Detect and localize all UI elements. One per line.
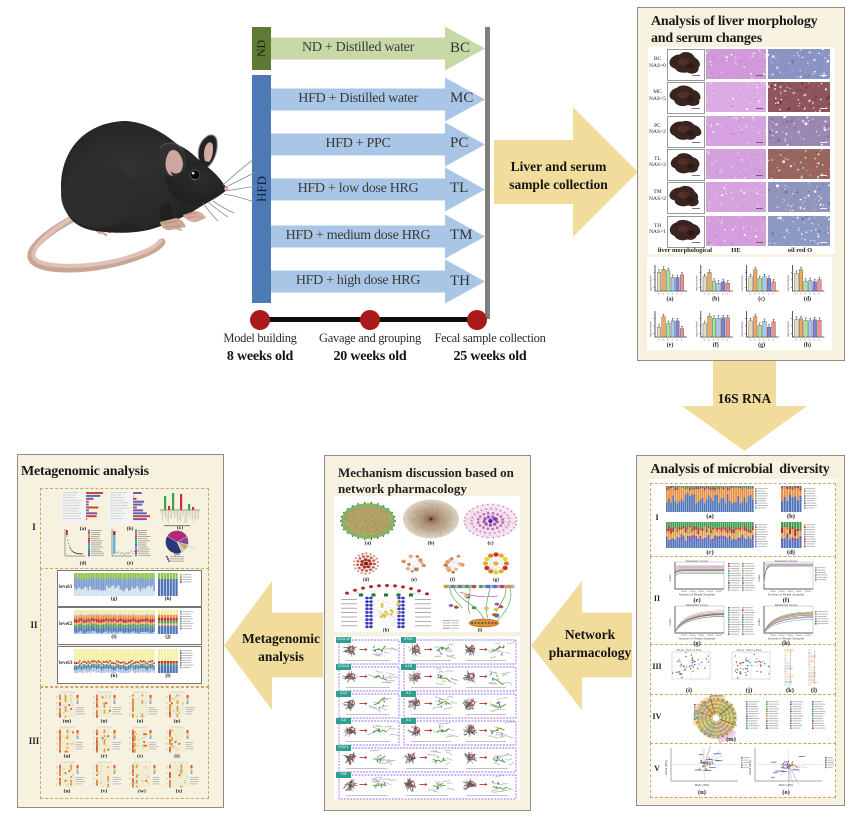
svg-text:(f): (f) (450, 578, 455, 582)
svg-text:(a): (a) (365, 540, 372, 547)
svg-text:Rarefaction Curves: Rarefaction Curves (686, 560, 709, 563)
svg-text:Cladogram: Cladogram (709, 694, 724, 698)
svg-text:(h): (h) (383, 629, 389, 633)
svg-text:RDA2 (18%): RDA2 (18%) (748, 760, 752, 775)
svg-text:50000: 50000 (716, 591, 723, 593)
svg-text:20000: 20000 (689, 635, 696, 637)
svg-text:(f): (f) (713, 342, 719, 349)
svg-text:serum level: serum level (740, 275, 744, 291)
svg-text:(c): (c) (177, 524, 183, 530)
svg-text:(g): (g) (758, 342, 765, 349)
svg-text:(b): (b) (127, 525, 134, 531)
svg-text:40000: 40000 (796, 635, 803, 637)
svg-text:(w): (w) (138, 788, 146, 794)
svg-text:10000: 10000 (681, 635, 688, 637)
svg-text:30000: 30000 (698, 591, 705, 593)
svg-text:PCoA - PC1 vs PC2: PCoA - PC1 vs PC2 (737, 648, 762, 652)
svg-text:(d): (d) (804, 296, 811, 303)
svg-text:(d): (d) (80, 560, 87, 567)
svg-text:30000: 30000 (787, 591, 794, 593)
svg-text:RDA1 (32%): RDA1 (32%) (779, 783, 794, 787)
svg-text:(g): (g) (493, 578, 499, 582)
svg-text:40000: 40000 (796, 591, 803, 593)
svg-text:serum level: serum level (740, 321, 744, 337)
svg-text:serum level: serum level (786, 321, 790, 337)
svg-text:(f): (f) (174, 550, 180, 557)
svg-text:(p): (p) (174, 718, 181, 724)
svg-text:(m): (m) (63, 718, 71, 724)
svg-text:10000: 10000 (770, 635, 777, 637)
svg-text:serum level: serum level (649, 321, 653, 337)
svg-text:(v): (v) (101, 788, 108, 794)
svg-text:RDA2 (18%): RDA2 (18%) (664, 760, 668, 775)
svg-text:Number of Reads Sampled: Number of Reads Sampled (768, 593, 805, 597)
svg-text:index: index (757, 574, 761, 582)
svg-text:(q): (q) (64, 753, 71, 759)
svg-text:serum level: serum level (694, 275, 698, 291)
svg-text:(e): (e) (667, 342, 674, 349)
svg-text:20000: 20000 (778, 635, 785, 637)
svg-text:50000: 50000 (716, 635, 723, 637)
svg-text:(a): (a) (80, 525, 87, 531)
svg-text:10000: 10000 (681, 591, 688, 593)
svg-text:(i): (i) (478, 629, 483, 633)
svg-text:(n): (n) (101, 718, 108, 724)
svg-text:(o): (o) (137, 718, 144, 724)
svg-text:(r): (r) (101, 753, 107, 759)
svg-text:(c): (c) (487, 540, 493, 547)
svg-text:serum level: serum level (694, 321, 698, 337)
svg-text:Number of Reads Sampled: Number of Reads Sampled (679, 593, 716, 597)
svg-text:50000: 50000 (805, 635, 812, 637)
svg-text:(e): (e) (411, 578, 417, 582)
svg-text:(x): (x) (176, 788, 183, 794)
svg-text:50000: 50000 (805, 591, 812, 593)
svg-text:RDA1 (32%): RDA1 (32%) (695, 783, 710, 787)
svg-text:(t): (t) (174, 753, 180, 759)
svg-text:index: index (757, 618, 761, 626)
svg-text:index: index (668, 618, 672, 626)
svg-text:index: index (668, 574, 672, 582)
svg-text:Rarefaction Curves: Rarefaction Curves (775, 604, 798, 607)
svg-text:serum level: serum level (786, 275, 790, 291)
svg-text:10000: 10000 (770, 591, 777, 593)
svg-text:serum level: serum level (649, 275, 653, 291)
svg-text:(u): (u) (64, 788, 71, 794)
svg-text:Rarefaction Curves: Rarefaction Curves (775, 560, 798, 563)
svg-text:(h): (h) (804, 342, 811, 349)
svg-text:30000: 30000 (787, 635, 794, 637)
svg-text:(e): (e) (127, 560, 133, 567)
svg-text:(b): (b) (428, 540, 435, 547)
svg-text:20000: 20000 (778, 591, 785, 593)
svg-text:(c): (c) (758, 296, 765, 303)
svg-text:Number of Reads Sampled: Number of Reads Sampled (768, 637, 805, 641)
svg-text:40000: 40000 (707, 591, 714, 593)
svg-text:PCoA - PC1 vs PC2: PCoA - PC1 vs PC2 (677, 648, 702, 652)
svg-text:(d): (d) (363, 578, 369, 582)
svg-text:Rarefaction Curves: Rarefaction Curves (686, 604, 709, 607)
svg-text:20000: 20000 (689, 591, 696, 593)
svg-text:(s): (s) (137, 753, 143, 759)
svg-text:(a): (a) (667, 296, 674, 303)
svg-text:30000: 30000 (698, 635, 705, 637)
svg-text:(b): (b) (712, 296, 719, 303)
svg-text:Number of Reads Sampled: Number of Reads Sampled (679, 637, 716, 641)
svg-text:40000: 40000 (707, 635, 714, 637)
